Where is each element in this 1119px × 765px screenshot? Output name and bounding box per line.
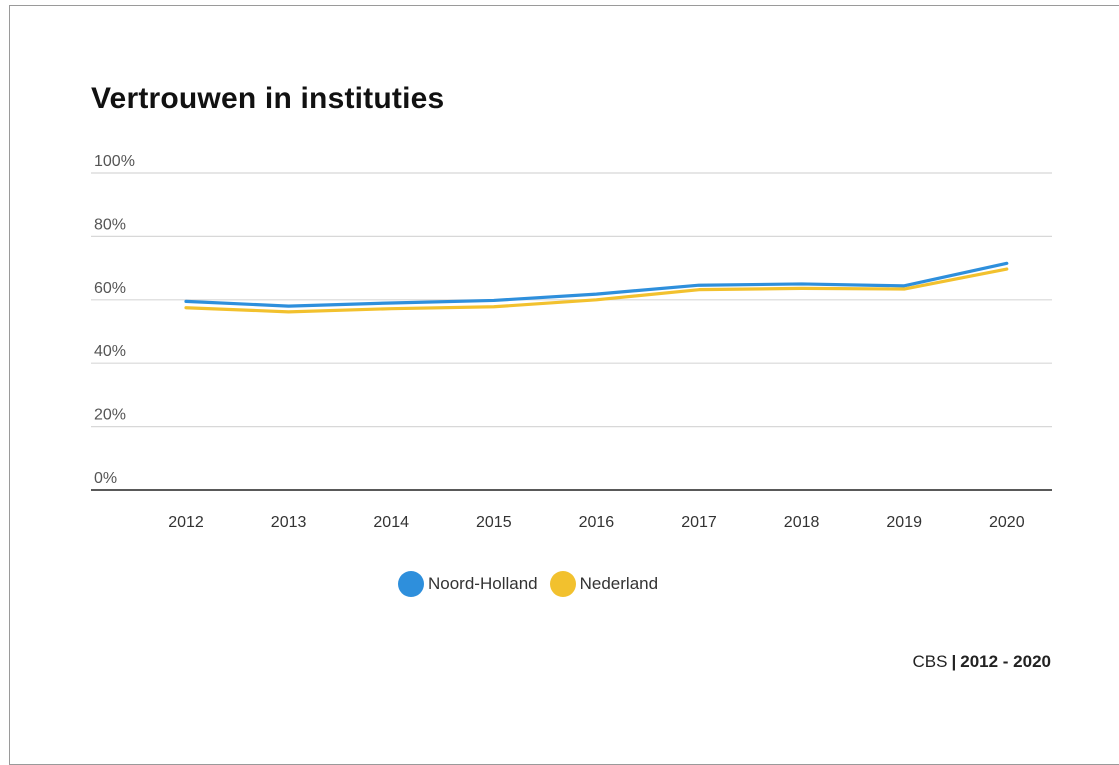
legend-dot-icon [398, 571, 424, 597]
series-lines [184, 261, 1009, 314]
y-tick-label: 60% [94, 280, 126, 297]
series-line-nederland [184, 267, 1009, 314]
source-label: CBS [912, 652, 948, 671]
x-tick-label: 2019 [886, 514, 922, 531]
y-tick-label: 100% [94, 153, 135, 170]
x-tick-label: 2018 [784, 514, 820, 531]
x-tick-label: 2013 [271, 514, 307, 531]
x-tick-label: 2012 [168, 514, 204, 531]
x-tick-label: 2014 [373, 514, 409, 531]
legend-item-noord-holland[interactable]: Noord-Holland [398, 571, 538, 597]
y-tick-label: 0% [94, 470, 117, 487]
legend-label: Noord-Holland [428, 574, 538, 593]
series-line-noord-holland [184, 261, 1009, 308]
source-range: 2012 - 2020 [960, 652, 1051, 671]
legend-dot-icon [549, 571, 576, 597]
source-note: CBS | 2012 - 2020 [913, 652, 1051, 672]
legend-item-nederland[interactable]: Nederland [549, 571, 659, 597]
y-tick-label: 80% [94, 216, 126, 233]
legend: Noord-Holland Nederland [398, 571, 658, 597]
y-axis-ticks: 0% 20% 40% 60% 80% 100% [94, 153, 135, 487]
x-axis-ticks: 2012 2013 2014 2015 2016 2017 2018 2019 2020 [168, 514, 1024, 531]
source-separator: | [951, 652, 957, 671]
grid-lines [91, 172, 1052, 491]
x-tick-label: 2015 [476, 514, 512, 531]
x-tick-label: 2016 [579, 514, 615, 531]
chart-title: Vertrouwen in instituties [91, 82, 445, 115]
line-chart: 0%20%40%60%80%100% 2012 2013 2014 2015 2016 2… [91, 153, 1052, 531]
chart-frame [9, 5, 1119, 765]
x-tick-label: 2017 [681, 514, 717, 531]
y-tick-label: 40% [94, 343, 126, 360]
y-tick-label: 20% [94, 407, 126, 424]
legend-label: Nederland [579, 574, 659, 593]
x-tick-label: 2020 [989, 514, 1025, 531]
